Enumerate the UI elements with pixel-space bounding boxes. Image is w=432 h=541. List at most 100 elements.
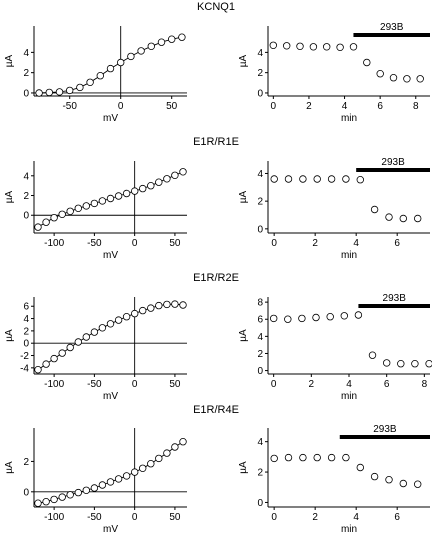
- data-point: [179, 301, 187, 309]
- chart-panel-time: 0 2 4 6 8 0 2 4 6 8 min µA 293B: [238, 293, 432, 402]
- data-point: [98, 481, 107, 489]
- data-point: [356, 463, 364, 472]
- data-point: [42, 218, 50, 226]
- data-point: [122, 313, 131, 321]
- data-point: [284, 315, 292, 323]
- y-tick-label: 4: [23, 314, 29, 325]
- x-tick-label: 4: [346, 379, 352, 390]
- data-point: [399, 479, 407, 488]
- x-tick-label: 50: [169, 238, 181, 249]
- x-axis-label: min: [341, 113, 357, 124]
- x-tick-label: 0: [271, 512, 277, 523]
- data-point: [147, 181, 155, 190]
- x-axis-label: mV: [103, 391, 118, 402]
- drug-label: 293B: [383, 293, 407, 304]
- chart-panel-iv: E1R/R4E 0 2 -100 -50 0 50 mV µA: [4, 404, 239, 535]
- data-point: [414, 214, 422, 223]
- data-point: [58, 493, 66, 501]
- y-axis-label: µA: [238, 190, 249, 203]
- x-tick-label: -50: [87, 512, 102, 523]
- panel-title: KCNQ1: [197, 1, 235, 13]
- data-point: [114, 475, 123, 483]
- y-tick-label: -4: [20, 363, 29, 374]
- x-tick-label: 6: [394, 512, 400, 523]
- data-point: [368, 351, 377, 359]
- data-point: [403, 75, 411, 83]
- data-point: [34, 366, 42, 374]
- y-tick-label: 4: [23, 171, 29, 182]
- y-tick-label: 4: [257, 437, 263, 448]
- y-axis-label: µA: [4, 190, 15, 203]
- y-tick-label: 2: [257, 68, 263, 79]
- data-point: [397, 360, 405, 368]
- data-point: [106, 320, 115, 328]
- drug-label: 293B: [373, 424, 397, 435]
- data-point: [137, 47, 145, 55]
- x-tick-label: 2: [309, 379, 315, 390]
- chart-panel-time: 0 2 4 0 2 4 6 min µA 293B: [238, 424, 430, 535]
- data-point: [179, 438, 187, 446]
- x-tick-label: 8: [413, 101, 419, 112]
- data-point: [138, 306, 147, 315]
- data-point: [349, 43, 358, 51]
- y-axis-label: µA: [238, 461, 249, 474]
- data-point: [270, 175, 278, 183]
- y-tick-label: 0: [257, 498, 263, 509]
- x-tick-label: 8: [422, 379, 428, 390]
- data-point: [34, 499, 42, 507]
- x-axis-label: min: [341, 524, 357, 535]
- data-point: [327, 453, 336, 462]
- data-point: [414, 480, 422, 488]
- x-axis-label: min: [341, 391, 357, 402]
- data-point: [270, 454, 278, 463]
- data-point: [178, 33, 186, 41]
- data-point: [74, 204, 82, 212]
- data-point: [163, 449, 171, 457]
- y-tick-label: 2: [23, 68, 29, 79]
- data-point: [327, 175, 336, 183]
- data-point: [342, 453, 350, 462]
- data-point: [163, 300, 171, 309]
- data-point: [296, 42, 304, 50]
- data-point: [283, 42, 291, 50]
- y-tick-label: 6: [257, 315, 263, 326]
- data-point: [385, 213, 393, 221]
- chart-panel-iv: KCNQ1 0 2 4 -50 0 50 mV µA: [4, 1, 235, 124]
- x-tick-label: -100: [44, 512, 64, 523]
- data-point: [90, 199, 99, 208]
- x-tick-label: 0: [132, 512, 138, 523]
- data-point: [96, 71, 104, 80]
- data-point: [138, 184, 147, 193]
- data-point: [336, 43, 344, 51]
- panel-title: E1R/R1E: [193, 136, 239, 148]
- x-tick-label: 0: [271, 101, 277, 112]
- data-point: [147, 304, 155, 312]
- y-tick-label: 2: [257, 349, 263, 360]
- data-point: [106, 64, 115, 73]
- data-point: [425, 360, 432, 368]
- data-point: [86, 78, 94, 86]
- data-point: [74, 488, 82, 497]
- data-point: [106, 194, 115, 203]
- data-point: [171, 300, 179, 308]
- x-tick-label: 2: [312, 512, 318, 523]
- y-tick-label: 4: [257, 332, 263, 343]
- data-point: [42, 498, 50, 506]
- data-point: [179, 168, 187, 176]
- data-point: [155, 301, 163, 310]
- data-point: [130, 309, 139, 318]
- data-point: [354, 311, 363, 319]
- data-point: [155, 454, 163, 463]
- panel-title: E1R/R2E: [193, 272, 239, 284]
- x-tick-label: 6: [377, 101, 383, 112]
- y-tick-label: 6: [23, 302, 29, 313]
- axes: [31, 161, 187, 236]
- data-point: [370, 472, 379, 481]
- data-point: [356, 175, 364, 184]
- data-point: [114, 316, 123, 324]
- data-point: [58, 210, 66, 218]
- data-point: [147, 460, 155, 468]
- chart-panel-iv: E1R/R1E 0 2 4 -100 -50 0 50 mV µA: [4, 136, 239, 261]
- data-point: [157, 38, 166, 46]
